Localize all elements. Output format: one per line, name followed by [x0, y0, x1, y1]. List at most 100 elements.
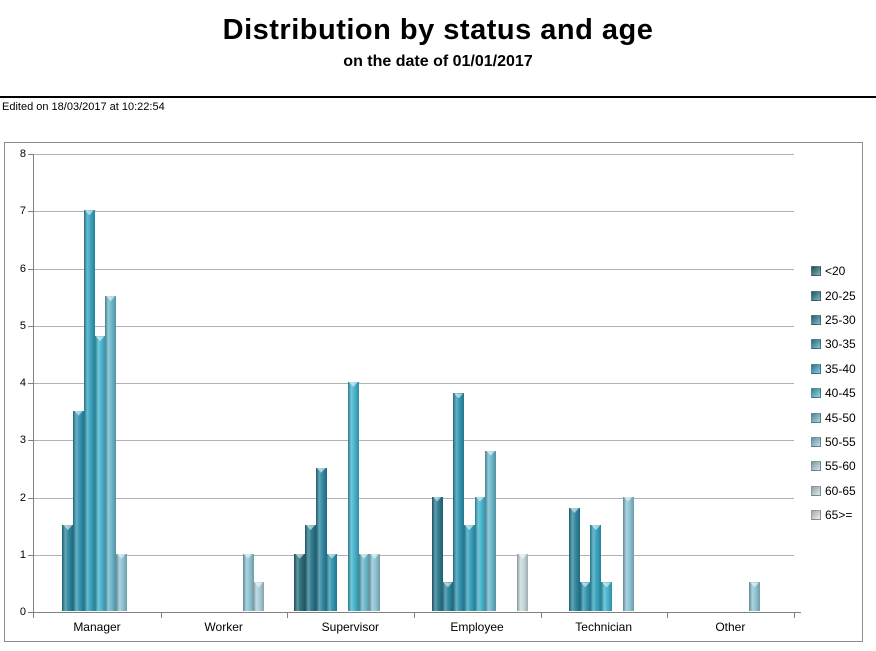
legend-item: <20 — [811, 259, 856, 283]
bar — [579, 582, 591, 611]
bar-highlight — [74, 410, 84, 416]
bar — [315, 467, 327, 611]
bar-highlight — [486, 450, 496, 456]
x-axis — [33, 612, 801, 613]
bar — [590, 525, 602, 611]
bar-highlight — [370, 553, 380, 559]
legend-item: 65>= — [811, 503, 856, 527]
y-axis-label: 2 — [19, 491, 26, 504]
bar-gloss — [115, 553, 127, 611]
x-axis-tick — [414, 613, 415, 618]
legend-label: <20 — [825, 264, 846, 279]
legend-label: 65>= — [825, 508, 853, 523]
legend-label: 50-55 — [825, 434, 856, 449]
bar — [358, 553, 370, 611]
bar-highlight — [316, 467, 326, 473]
bar-gloss — [590, 525, 602, 611]
bar — [115, 553, 127, 611]
bar — [453, 393, 465, 611]
bar-gloss — [305, 525, 317, 611]
bar — [305, 525, 317, 611]
y-axis-tick — [28, 154, 33, 155]
x-axis-tick — [794, 613, 795, 618]
legend-swatch — [811, 461, 821, 472]
category-label: Worker — [204, 620, 243, 634]
x-axis-tick — [667, 613, 669, 618]
y-axis-tick — [28, 325, 33, 327]
legend-item: 50-55 — [811, 430, 856, 454]
x-axis-tick — [160, 613, 162, 618]
legend-swatch — [811, 485, 821, 496]
legend: <20 20-25 25-30 30-35 35-40 40-45 45-50 50-55 55… — [811, 259, 856, 527]
legend-swatch — [811, 436, 821, 447]
bar — [474, 496, 486, 611]
bar-gloss — [474, 496, 486, 611]
category-label: Technician — [575, 620, 632, 634]
legend-item: 25-30 — [811, 308, 856, 332]
bar-gloss — [485, 450, 497, 611]
bar — [485, 450, 497, 611]
bar-gloss — [73, 410, 85, 611]
y-axis-tick — [28, 211, 33, 213]
x-axis-tick — [540, 613, 542, 618]
bar — [442, 582, 454, 611]
bar-gloss — [453, 393, 465, 611]
legend-swatch — [811, 388, 821, 399]
y-axis-tick — [28, 440, 33, 442]
bar-highlight — [432, 496, 442, 502]
bar-gloss — [242, 553, 254, 611]
bar — [622, 496, 634, 611]
gridline — [34, 554, 794, 556]
bar-gloss — [517, 553, 529, 611]
legend-item: 35-40 — [811, 357, 856, 381]
legend-swatch — [811, 363, 821, 374]
edited-timestamp: Edited on 18/03/2017 at 10:22:54 — [2, 101, 165, 113]
chart-subtitle: on the date of 01/01/2017 — [343, 53, 533, 70]
bar — [463, 525, 475, 611]
legend-swatch — [811, 266, 821, 277]
bar-gloss — [347, 382, 359, 611]
legend-item: 45-50 — [811, 405, 856, 429]
bar — [431, 496, 443, 611]
bar — [242, 553, 254, 611]
bar-highlight — [623, 496, 633, 502]
legend-label: 60-65 — [825, 483, 856, 498]
bar-gloss — [622, 496, 634, 611]
category-label: Manager — [73, 620, 121, 634]
bar — [326, 553, 338, 611]
bar-gloss — [749, 582, 761, 611]
bar-highlight — [84, 210, 94, 216]
bar — [253, 582, 265, 611]
bar-gloss — [431, 496, 443, 611]
legend-swatch — [811, 510, 821, 521]
bar-gloss — [369, 553, 381, 611]
bar-highlight — [464, 525, 474, 531]
legend-swatch — [811, 314, 821, 325]
chart-title: Distribution by status and age — [222, 14, 654, 46]
bar — [517, 553, 529, 611]
legend-label: 45-50 — [825, 410, 856, 425]
legend-swatch — [811, 290, 821, 301]
legend-swatch — [811, 412, 821, 423]
bar — [83, 210, 95, 611]
gridline — [34, 440, 794, 442]
bar — [601, 582, 613, 611]
category-label: Supervisor — [321, 620, 379, 634]
bar — [749, 582, 761, 611]
bar-highlight — [570, 507, 580, 513]
y-axis-label: 1 — [19, 548, 26, 561]
bar-gloss — [253, 582, 265, 611]
bar-highlight — [518, 553, 528, 559]
legend-item: 30-35 — [811, 332, 856, 356]
y-axis-label: 8 — [19, 148, 26, 160]
bar-gloss — [94, 336, 106, 611]
y-axis-label: 3 — [19, 434, 26, 447]
legend-item: 20-25 — [811, 283, 856, 307]
legend-label: 40-45 — [825, 386, 856, 401]
bar-gloss — [62, 525, 74, 611]
bar-highlight — [243, 553, 253, 559]
x-axis-tick — [287, 613, 289, 618]
bar — [62, 525, 74, 611]
y-axis-tick — [28, 612, 33, 613]
chart-frame: 0 1 2 3 4 5 6 7 8 Manager Worker Supervisor Employee… — [4, 142, 863, 642]
